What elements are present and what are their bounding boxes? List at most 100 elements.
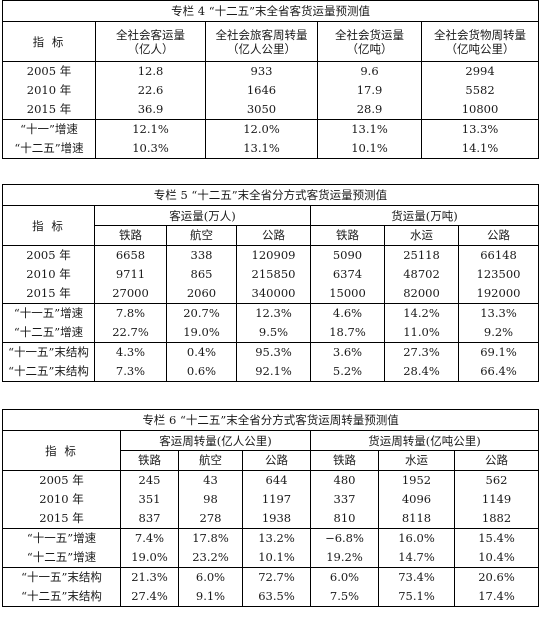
table-row: 2010 年 351 98 1197 337 4096 1149 [2,490,539,509]
table-cell: 2010 年 [2,81,96,100]
table-cell: 20.6% [454,567,539,587]
table-cell: 480 [310,470,379,490]
table-cell: 66148 [480,248,517,262]
t6-label: 指 标 [2,430,121,471]
t6-sub: 公路 [242,450,311,471]
table-cell: 865 [166,265,237,284]
table-cell: 338 [166,245,237,265]
table-cell: 0.4% [166,342,237,362]
table-cell: “十二五”末结构 [2,587,121,607]
table-row: 2010 年 9711 865 215850 6374 48702 123500 [2,265,539,284]
table-cell: 12.8 [95,61,206,81]
t5-sub: 铁路 [94,225,167,246]
table-cell: 123500 [476,267,521,281]
table-cell: 73.4% [378,567,455,587]
table-cell: 12.3% [236,303,311,323]
table-cell: 9711 [94,265,167,284]
t4-header: 全社会客运量 （亿人） [95,21,206,62]
table-cell: 7.3% [94,362,167,382]
table-cell: 22.6 [95,81,206,100]
t6-sub: 铁路 [310,450,379,471]
table-cell: 17.9 [317,81,422,100]
table-cell: 10.3% [95,139,206,159]
table-cell: 17.4% [478,589,515,603]
t5-sub: 航空 [166,225,237,246]
table-cell: 13.1% [205,139,318,159]
table-cell: 23.2% [178,548,243,568]
table-row: 2015 年 27000 2060 340000 15000 82000 192000 [2,284,539,304]
table-cell: 8118 [378,509,455,529]
t4-header: 全社会货运量 （亿吨） [317,21,422,62]
table-cell: 192000 [476,286,521,300]
table-cell: 13.1% [317,119,422,139]
table-cell: 562 [485,473,508,487]
table-cell: 9.5% [236,323,311,343]
table-cell: 27.4% [120,587,179,607]
table-cell: 21.3% [120,567,179,587]
table-cell: 19.0% [166,323,237,343]
t5-group-freight: 货运量(万吨) [310,205,539,226]
t5-sub: 水运 [384,225,459,246]
table-cell: 15000 [310,284,385,304]
table-cell: 36.9 [95,100,206,120]
table-cell: 1646 [205,81,318,100]
t5-sub: 铁路 [310,225,385,246]
table-cell: “十二五”末结构 [2,362,95,382]
table-cell: 75.1% [378,587,455,607]
table-cell: 16.0% [378,528,455,548]
table-cell: 4.6% [310,303,385,323]
table-cell: 12.0% [205,119,318,139]
t5-label: 指 标 [2,205,95,246]
table-row: “十二五”末结构 27.4% 9.1% 63.5% 7.5% 75.1% 17.4% [2,587,539,607]
table-cell: 13.3% [458,303,539,323]
table-row: 2015 年 36.9 3050 28.9 10800 [2,100,539,120]
table-cell: 4.3% [94,342,167,362]
table-cell: “十一五”末结构 [2,567,121,587]
table-cell: 2060 [166,284,237,304]
table-cell: 10.1% [242,548,311,568]
table-cell: 340000 [236,284,311,304]
table-row: “十一五”增速 7.8% 20.7% 12.3% 4.6% 14.2% 13.3% [2,303,539,323]
table-cell: 43 [178,470,243,490]
table-cell: 95.3% [236,342,311,362]
table-row: 2010 年 22.6 1646 17.9 5582 [2,81,539,100]
table-cell: 22.7% [94,323,167,343]
t4-label: 指 标 [2,21,96,62]
table-6: 专栏 6 “十二五”末全省分方式客货运周转量预测值 指 标 客运周转量(亿人公里… [2,409,540,607]
table-row: 2005 年 245 43 644 480 1952 562 [2,470,539,490]
table-row: “十二五”增速 10.3% 13.1% 10.1% 14.1% [2,139,539,159]
table-cell: 63.5% [242,587,311,607]
table-cell: 5582 [465,83,495,97]
t5-sub: 公路 [236,225,311,246]
table-cell: 19.0% [120,548,179,568]
table-cell: 7.4% [120,528,179,548]
table-cell: 92.1% [236,362,311,382]
table-cell: 2005 年 [2,61,96,81]
table-cell: 9.2% [483,325,514,339]
table-cell: 810 [310,509,379,529]
table-cell: 278 [178,509,243,529]
table-cell: 6374 [310,265,385,284]
table-cell: 9.6 [317,61,422,81]
table-cell: 10.1% [317,139,422,159]
table-cell: 5090 [310,245,385,265]
table-cell: 2010 年 [2,490,121,509]
table-cell: 13.3% [421,119,539,139]
table-cell: 837 [120,509,179,529]
t6-sub: 航空 [178,450,243,471]
table-cell: 644 [242,470,311,490]
table-cell: 2994 [465,64,495,78]
t6-group-freight: 货运周转量(亿吨公里) [310,430,539,451]
table-cell: 6658 [94,245,167,265]
table-cell: “十二五”增速 [2,548,121,568]
table-cell: 6.0% [178,567,243,587]
table-cell: 15.4% [454,528,539,548]
table-row: “十二五”增速 19.0% 23.2% 10.1% 19.2% 14.7% 10.4% [2,548,539,568]
table-cell: 72.7% [242,567,311,587]
table-cell: 28.4% [384,362,459,382]
t5-group-passenger: 客运量(万人) [94,205,311,226]
table-5: 专栏 5 “十二五”末全省分方式客货运量预测值 指 标 客运量(万人) 货运量(… [2,184,539,382]
table-cell: 20.7% [166,303,237,323]
table-row: “十一五”增速 7.4% 17.8% 13.2% −6.8% 16.0% 15.4% [2,528,539,548]
table-cell: 14.7% [378,548,455,568]
